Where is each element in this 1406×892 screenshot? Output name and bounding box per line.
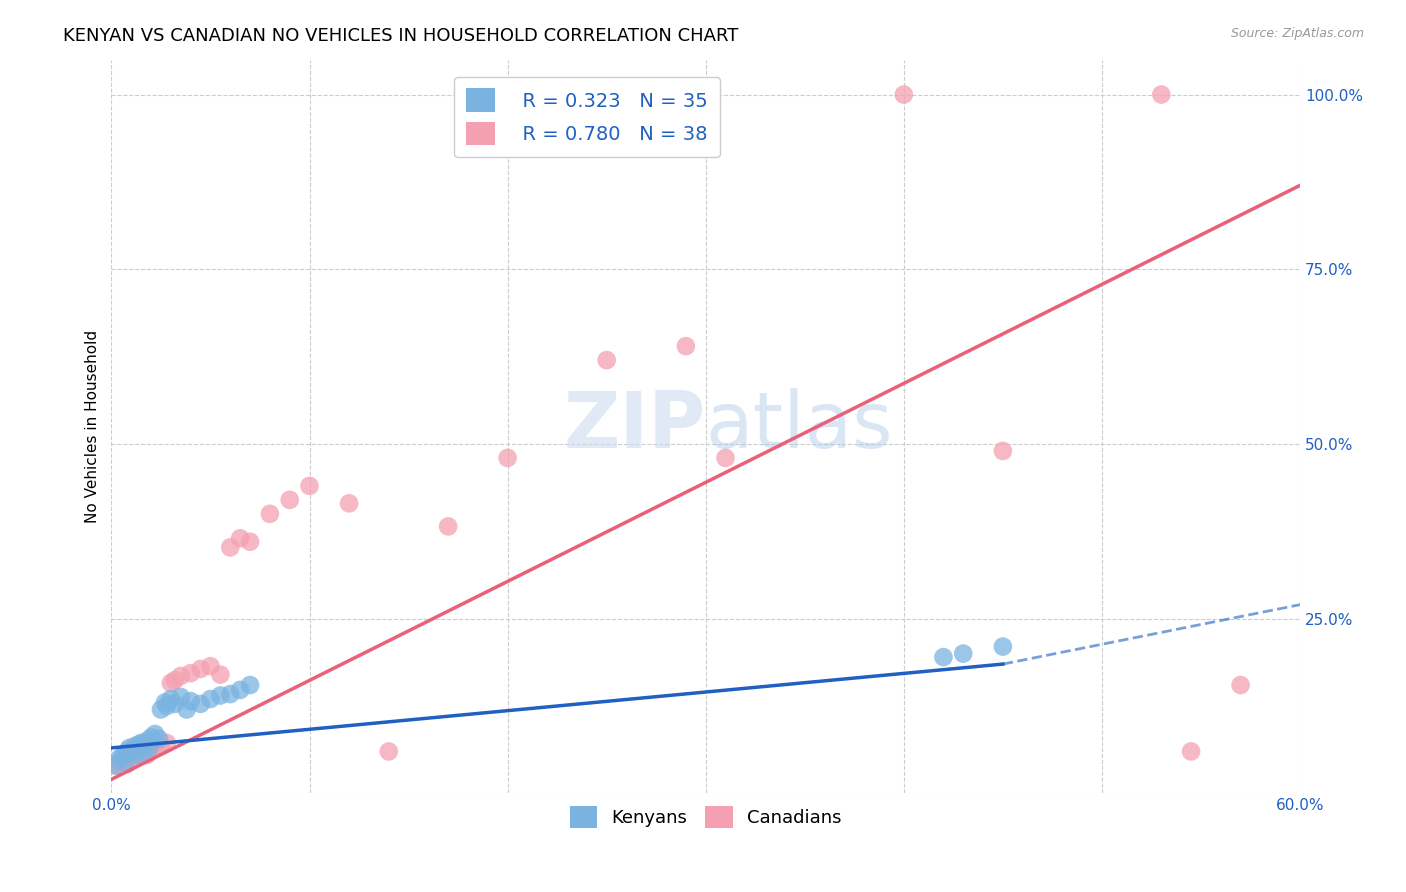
Point [437,519,460,533]
Point [893,87,915,102]
Point [239,534,262,549]
Point [595,353,617,368]
Point [239,678,262,692]
Point [932,650,955,665]
Point [229,531,252,545]
Point [298,479,321,493]
Point [156,736,179,750]
Point [1229,678,1251,692]
Point [104,758,127,772]
Point [209,667,232,681]
Point [180,666,202,681]
Point [148,731,170,746]
Point [160,676,183,690]
Point [714,450,737,465]
Point [675,339,697,353]
Point [124,747,146,762]
Point [991,444,1014,458]
Text: ZIP: ZIP [564,389,706,465]
Point [180,694,202,708]
Point [136,747,159,762]
Point [108,751,131,765]
Point [124,739,146,753]
Point [337,496,360,510]
Point [163,697,186,711]
Point [278,492,301,507]
Legend: Kenyans, Canadians: Kenyans, Canadians [562,799,849,836]
Point [114,755,136,769]
Point [496,450,519,465]
Point [952,647,974,661]
Point [104,758,127,772]
Point [129,736,152,750]
Text: KENYAN VS CANADIAN NO VEHICLES IN HOUSEHOLD CORRELATION CHART: KENYAN VS CANADIAN NO VEHICLES IN HOUSEH… [63,27,738,45]
Point [128,746,150,760]
Point [112,751,135,765]
Point [122,743,145,757]
Point [190,662,212,676]
Point [1150,87,1173,102]
Point [138,740,160,755]
Point [200,692,222,706]
Point [132,744,155,758]
Point [136,734,159,748]
Point [143,727,166,741]
Point [176,702,198,716]
Point [117,757,139,772]
Point [156,698,179,713]
Point [170,690,193,704]
Point [139,731,162,745]
Point [170,669,193,683]
Point [200,659,222,673]
Point [118,740,141,755]
Point [132,744,155,758]
Point [149,702,172,716]
Point [127,747,149,762]
Text: Source: ZipAtlas.com: Source: ZipAtlas.com [1230,27,1364,40]
Point [219,541,242,555]
Point [991,640,1014,654]
Point [219,687,242,701]
Point [120,753,142,767]
Point [120,746,142,760]
Point [117,744,139,758]
Point [229,682,252,697]
Y-axis label: No Vehicles in Household: No Vehicles in Household [86,330,100,523]
Point [149,739,172,753]
Point [139,743,162,757]
Point [259,507,281,521]
Point [153,696,176,710]
Point [1180,744,1202,758]
Point [163,673,186,687]
Point [112,747,135,762]
Point [143,740,166,755]
Point [377,744,399,758]
Point [108,755,131,769]
Point [128,738,150,752]
Text: atlas: atlas [706,389,893,465]
Point [190,697,212,711]
Point [209,689,232,703]
Point [160,692,183,706]
